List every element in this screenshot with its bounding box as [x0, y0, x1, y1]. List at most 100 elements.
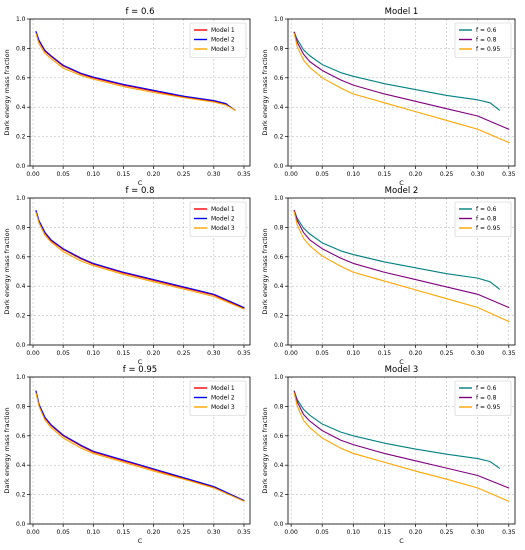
chart-title: f = 0.8: [125, 186, 154, 196]
x-tick-label: 0.30: [207, 350, 221, 357]
legend-label: Model 1: [211, 385, 235, 392]
plot-frame: [287, 197, 516, 346]
x-tick-label: 0.15: [117, 350, 131, 357]
x-axis-label: C: [138, 179, 143, 187]
y-tick-label: 0.0: [274, 342, 284, 349]
x-tick-label: 0.00: [26, 171, 40, 178]
y-tick-label: 0.0: [16, 521, 26, 528]
x-tick-label: 0.05: [316, 171, 330, 178]
legend-label: f = 0.8: [476, 216, 497, 223]
y-tick-label: 0.2: [274, 134, 284, 141]
x-tick-label: 0.10: [87, 171, 101, 178]
x-tick-label: 0.25: [440, 350, 454, 357]
legend: f = 0.6 f = 0.8 f = 0.95: [454, 22, 512, 58]
y-tick-label: 0.2: [16, 492, 26, 499]
x-axis-label: C: [138, 358, 143, 366]
plot-frame: [29, 376, 251, 525]
y-tick-label: 0.4: [16, 462, 26, 469]
x-tick-label: 0.20: [409, 350, 423, 357]
x-tick-label: 0.15: [117, 171, 131, 178]
x-tick-label: 0.00: [26, 350, 40, 357]
x-tick-label: 0.10: [87, 350, 101, 357]
y-tick-label: 0.4: [274, 104, 284, 111]
legend-label: Model 3: [211, 225, 235, 232]
y-axis-label: Dark energy mass fraction: [3, 407, 11, 493]
y-tick-label: 1.0: [16, 374, 26, 381]
series-line-1: [35, 31, 236, 111]
y-axis-label: Dark energy mass fraction: [261, 228, 269, 314]
series-line-3: [293, 33, 510, 144]
y-tick-label: 0.6: [274, 75, 284, 82]
plot-frame: [287, 376, 516, 525]
legend-label: Model 2: [211, 37, 235, 44]
x-tick-label: 0.25: [177, 171, 191, 178]
legend-label: Model 1: [211, 206, 235, 213]
y-tick-label: 0.4: [274, 462, 284, 469]
series-line-3: [293, 392, 510, 502]
y-tick-label: 0.6: [274, 254, 284, 261]
x-tick-label: 0.10: [347, 529, 361, 536]
x-tick-label: 0.05: [316, 529, 330, 536]
y-tick-label: 1.0: [274, 195, 284, 202]
x-tick-label: 0.25: [177, 529, 191, 536]
y-tick-label: 0.0: [16, 163, 26, 170]
x-tick-label: 0.20: [147, 350, 161, 357]
chart-title: Model 2: [385, 186, 419, 196]
x-tick-label: 0.20: [147, 171, 161, 178]
y-tick-label: 0.8: [274, 403, 284, 410]
legend-label: Model 3: [211, 46, 235, 53]
chart-panel-1: 0.00 0.05 0.10 0.15 0.20 0.25 0.30 0.35 0.0 0.2 0.…: [3, 7, 251, 187]
x-tick-label: 0.30: [207, 529, 221, 536]
legend: Model 1 Model 2 Model 3: [189, 22, 247, 58]
legend: f = 0.6 f = 0.8 f = 0.95: [454, 201, 512, 237]
x-tick-label: 0.30: [471, 350, 485, 357]
x-tick-label: 0.00: [26, 529, 40, 536]
x-tick-label: 0.20: [147, 529, 161, 536]
x-tick-label: 0.05: [316, 350, 330, 357]
series-line-1: [293, 209, 501, 290]
series-line-3: [35, 33, 236, 111]
legend-label: f = 0.95: [476, 225, 500, 232]
x-tick-label: 0.10: [87, 529, 101, 536]
y-tick-label: 0.6: [274, 433, 284, 440]
x-tick-label: 0.15: [117, 529, 131, 536]
plot-frame: [287, 18, 516, 167]
x-tick-label: 0.10: [347, 350, 361, 357]
chart-title: Model 1: [385, 7, 419, 17]
chart-title: f = 0.95: [123, 365, 157, 375]
x-tick-label: 0.30: [471, 171, 485, 178]
x-tick-label: 0.05: [56, 171, 70, 178]
y-tick-label: 0.6: [16, 433, 26, 440]
chart-panel-3: 0.00 0.05 0.10 0.15 0.20 0.25 0.30 0.35 0.0 0.2 0.…: [3, 186, 251, 366]
x-axis-label: C: [399, 358, 404, 366]
y-tick-label: 0.4: [274, 283, 284, 290]
y-tick-label: 0.6: [16, 254, 26, 261]
series-line-2: [293, 31, 510, 130]
series-line-2: [35, 209, 245, 309]
chart-panel-2: 0.00 0.05 0.10 0.15 0.20 0.25 0.30 0.35 0.0 0.2 0.…: [261, 7, 516, 187]
series-line-3: [293, 211, 510, 323]
y-axis-label: Dark energy mass fraction: [3, 49, 11, 135]
series-line-3: [35, 212, 245, 310]
x-tick-label: 0.15: [378, 529, 392, 536]
x-tick-label: 0.25: [440, 529, 454, 536]
chart-panel-5: 0.00 0.05 0.10 0.15 0.20 0.25 0.30 0.35 0.0 0.2 0.…: [3, 365, 251, 545]
x-axis-label: C: [399, 537, 404, 545]
x-tick-label: 0.00: [284, 350, 298, 357]
series-line-1: [293, 31, 501, 111]
legend-label: Model 3: [211, 404, 235, 411]
y-tick-label: 0.4: [16, 104, 26, 111]
legend-label: Model 2: [211, 216, 235, 223]
y-tick-label: 1.0: [274, 374, 284, 381]
x-tick-label: 0.10: [347, 171, 361, 178]
y-tick-label: 1.0: [16, 16, 26, 23]
x-tick-label: 0.35: [237, 529, 251, 536]
x-tick-label: 0.20: [409, 171, 423, 178]
x-tick-label: 0.35: [502, 529, 516, 536]
x-tick-label: 0.05: [56, 350, 70, 357]
y-tick-label: 0.2: [274, 492, 284, 499]
legend-label: f = 0.6: [476, 27, 497, 34]
y-tick-label: 0.2: [274, 313, 284, 320]
y-tick-label: 0.0: [274, 163, 284, 170]
x-tick-label: 0.25: [177, 350, 191, 357]
